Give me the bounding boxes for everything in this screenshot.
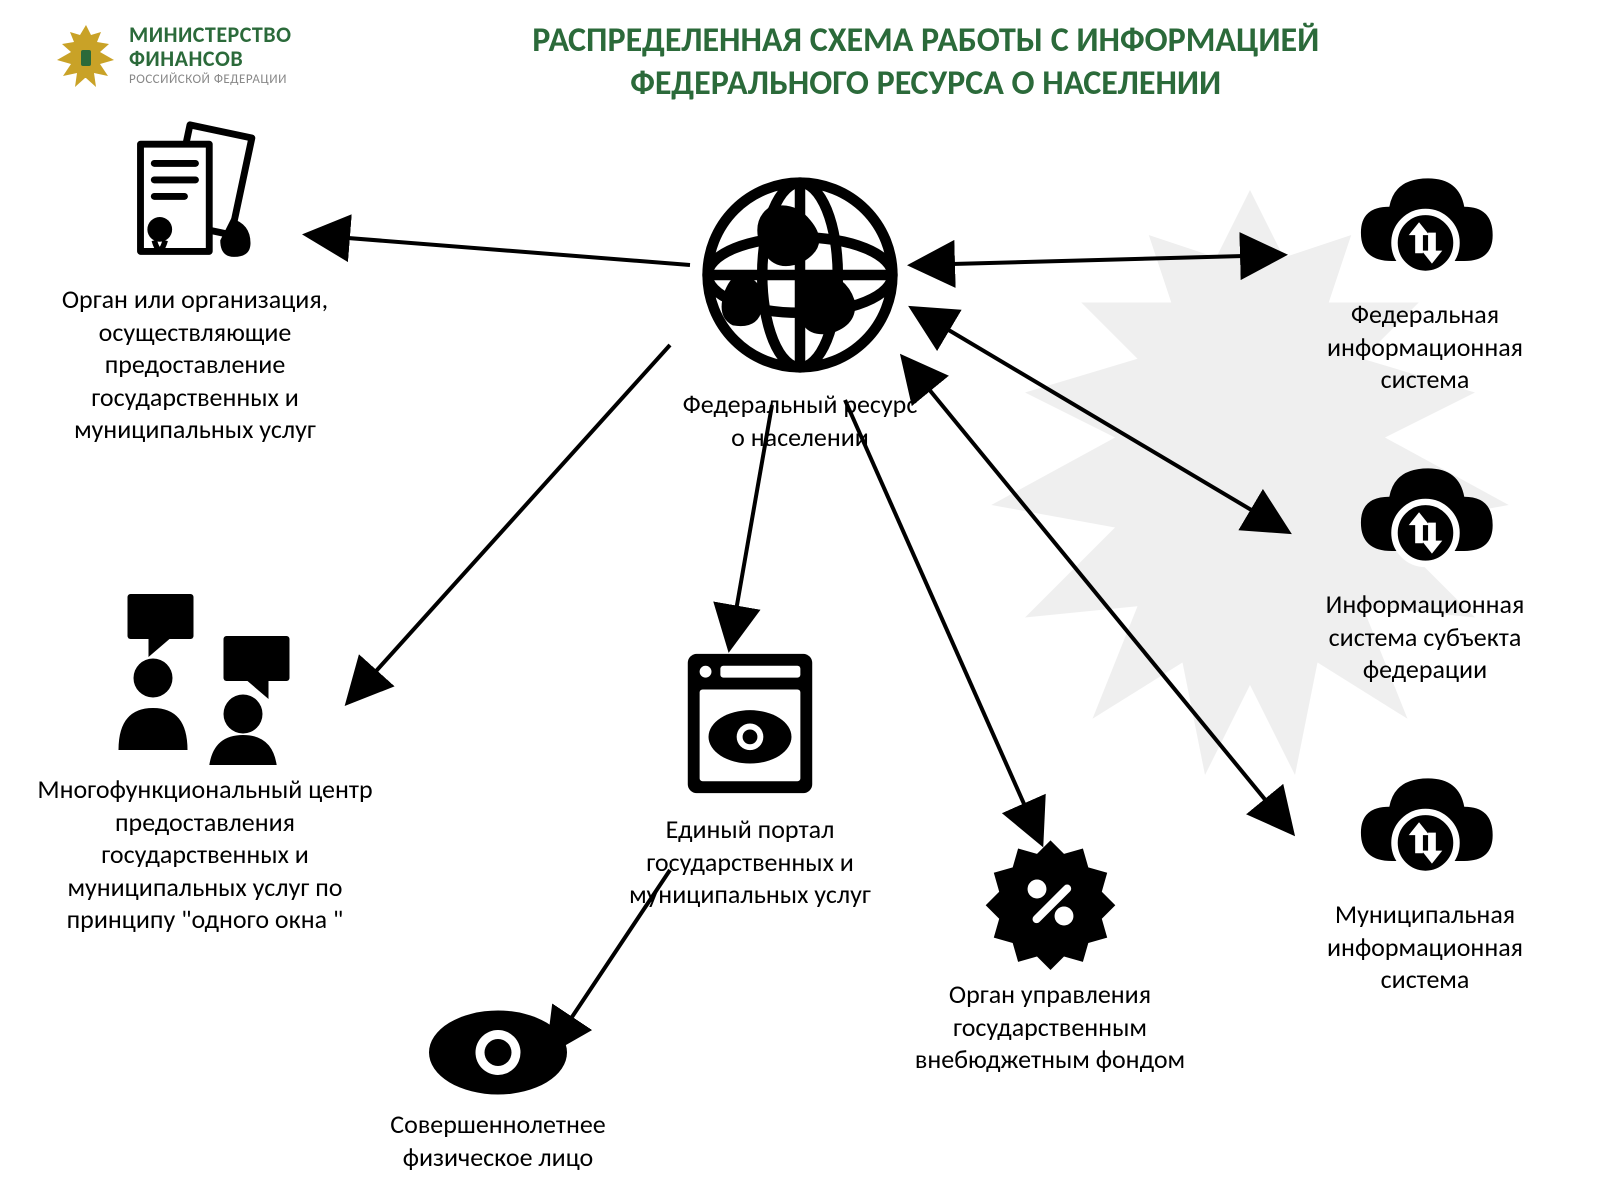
- header: МИНИСТЕРСТВО ФИНАНСОВ РОССИЙСКОЙ ФЕДЕРАЦ…: [55, 20, 1560, 105]
- page-title: РАСПРЕДЕЛЕННАЯ СХЕМА РАБОТЫ С ИНФОРМАЦИЕ…: [292, 20, 1560, 105]
- cloud-sync-icon: [1348, 460, 1503, 580]
- node-subject-system: Информационная система субъекта федераци…: [1280, 460, 1570, 686]
- cloud-sync-icon: [1348, 770, 1503, 890]
- portal-label: Единый портал государственных и муниципа…: [590, 813, 910, 911]
- subjsys-l1: Информационная: [1326, 588, 1525, 620]
- browser-eye-icon: [675, 645, 825, 805]
- munisys-l3: система: [1381, 963, 1470, 995]
- node-fund: Орган управления государственным внебюдж…: [905, 835, 1195, 1076]
- munisys-l1: Муниципальная: [1335, 898, 1515, 930]
- fund-label: Орган управления государственным внебюдж…: [905, 978, 1195, 1076]
- center-label-2: о населении: [731, 421, 869, 453]
- mfc-label: Многофункциональный центр предоставления…: [25, 773, 385, 936]
- center-label-1: Федеральный ресурс: [683, 388, 918, 420]
- node-mfc: Многофункциональный центр предоставления…: [25, 585, 385, 936]
- documents-icon: [113, 115, 278, 275]
- org-label: Орган или организация, осуществляющие пр…: [25, 283, 365, 446]
- title-line2: ФЕДЕРАЛЬНОГО РЕСУРСА О НАСЕЛЕНИИ: [630, 63, 1221, 104]
- fedsys-l3: система: [1381, 363, 1470, 395]
- person-label: Совершеннолетнее физическое лицо: [348, 1108, 648, 1173]
- node-org-services: Орган или организация, осуществляющие пр…: [25, 115, 365, 446]
- munisys-l2: информационная: [1327, 931, 1523, 963]
- node-municipal-system: Муниципальная информационная система: [1280, 770, 1570, 996]
- node-person: Совершеннолетнее физическое лицо: [348, 1005, 648, 1173]
- eye-icon: [423, 1005, 573, 1100]
- node-portal: Единый портал государственных и муниципа…: [590, 645, 910, 911]
- node-federal-resource: Федеральный ресурс о населении: [620, 170, 980, 453]
- ministry-line1: МИНИСТЕРСТВО: [129, 23, 292, 47]
- fedsys-l1: Федеральная: [1351, 298, 1499, 330]
- people-chat-icon: [98, 585, 313, 765]
- subjsys-l3: федерации: [1363, 653, 1487, 685]
- cloud-sync-icon: [1348, 170, 1503, 290]
- badge-percent-icon: [983, 835, 1118, 970]
- node-federal-system: Федеральная информационная система: [1280, 170, 1570, 396]
- ministry-line2: ФИНАНСОВ: [129, 47, 292, 71]
- ministry-line3: РОССИЙСКОЙ ФЕДЕРАЦИИ: [129, 73, 292, 87]
- subjsys-l2: система субъекта: [1329, 621, 1522, 653]
- title-line1: РАСПРЕДЕЛЕННАЯ СХЕМА РАБОТЫ С ИНФОРМАЦИЕ…: [532, 20, 1319, 61]
- coat-of-arms-icon: [55, 20, 117, 90]
- ministry-logo-block: МИНИСТЕРСТВО ФИНАНСОВ РОССИЙСКОЙ ФЕДЕРАЦ…: [55, 20, 292, 90]
- globe-icon: [695, 170, 905, 380]
- fedsys-l2: информационная: [1327, 331, 1523, 363]
